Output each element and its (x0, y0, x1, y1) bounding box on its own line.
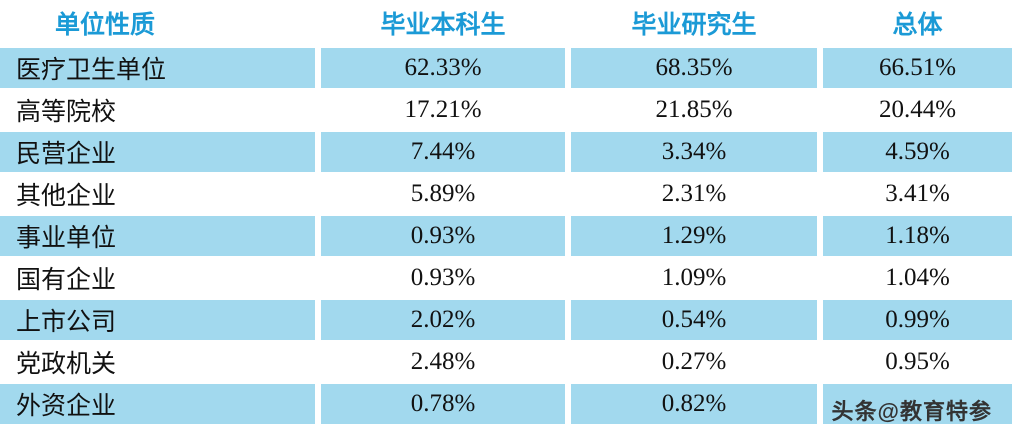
cell-overall: 0.95% (820, 341, 1012, 384)
table-row: 高等院校 17.21% 21.85% 20.44% (0, 89, 1012, 132)
cell-overall: 1.04% (820, 257, 1012, 300)
cell-overall: 0.99% (820, 299, 1012, 342)
table-row: 党政机关 2.48% 0.27% 0.95% (0, 341, 1012, 384)
table-row: 外资企业 0.78% 0.82% (0, 383, 1012, 426)
cell-undergrad: 0.78% (318, 383, 571, 426)
header-graduates: 毕业研究生 (568, 0, 823, 48)
row-label: 国有企业 (0, 257, 321, 300)
cell-undergrad: 17.21% (318, 89, 571, 132)
header-unit-type: 单位性质 (0, 0, 321, 48)
row-label: 事业单位 (0, 215, 321, 258)
row-label: 高等院校 (0, 89, 321, 132)
table-row: 事业单位 0.93% 1.29% 1.18% (0, 215, 1012, 258)
cell-grad: 0.54% (568, 299, 823, 342)
cell-undergrad: 0.93% (318, 215, 571, 258)
cell-overall: 20.44% (820, 89, 1012, 132)
table-row: 其他企业 5.89% 2.31% 3.41% (0, 173, 1012, 216)
header-overall: 总体 (820, 0, 1012, 48)
header-row: 单位性质 毕业本科生 毕业研究生 总体 (0, 0, 1012, 48)
table-row: 民营企业 7.44% 3.34% 4.59% (0, 131, 1012, 174)
cell-overall: 1.18% (820, 215, 1012, 258)
row-label: 民营企业 (0, 131, 321, 174)
cell-undergrad: 2.02% (318, 299, 571, 342)
header-undergraduates: 毕业本科生 (318, 0, 571, 48)
cell-undergrad: 0.93% (318, 257, 571, 300)
cell-overall: 3.41% (820, 173, 1012, 216)
cell-overall (820, 383, 1012, 426)
row-label: 其他企业 (0, 173, 321, 216)
cell-grad: 68.35% (568, 47, 823, 90)
toutiao-watermark: 头条@教育特参 (831, 399, 992, 424)
cell-undergrad: 62.33% (318, 47, 571, 90)
cell-grad: 2.31% (568, 173, 823, 216)
cell-grad: 0.27% (568, 341, 823, 384)
cell-overall: 66.51% (820, 47, 1012, 90)
cell-undergrad: 5.89% (318, 173, 571, 216)
cell-grad: 0.82% (568, 383, 823, 426)
row-label: 外资企业 (0, 383, 321, 426)
cell-overall: 4.59% (820, 131, 1012, 174)
table-row: 上市公司 2.02% 0.54% 0.99% (0, 299, 1012, 342)
row-label: 医疗卫生单位 (0, 47, 321, 90)
cell-grad: 3.34% (568, 131, 823, 174)
row-label: 上市公司 (0, 299, 321, 342)
cell-grad: 21.85% (568, 89, 823, 132)
cell-undergrad: 7.44% (318, 131, 571, 174)
row-label: 党政机关 (0, 341, 321, 384)
table-row: 国有企业 0.93% 1.09% 1.04% (0, 257, 1012, 300)
cell-grad: 1.29% (568, 215, 823, 258)
cell-grad: 1.09% (568, 257, 823, 300)
table-row: 医疗卫生单位 62.33% 68.35% 66.51% (0, 47, 1012, 90)
cell-undergrad: 2.48% (318, 341, 571, 384)
